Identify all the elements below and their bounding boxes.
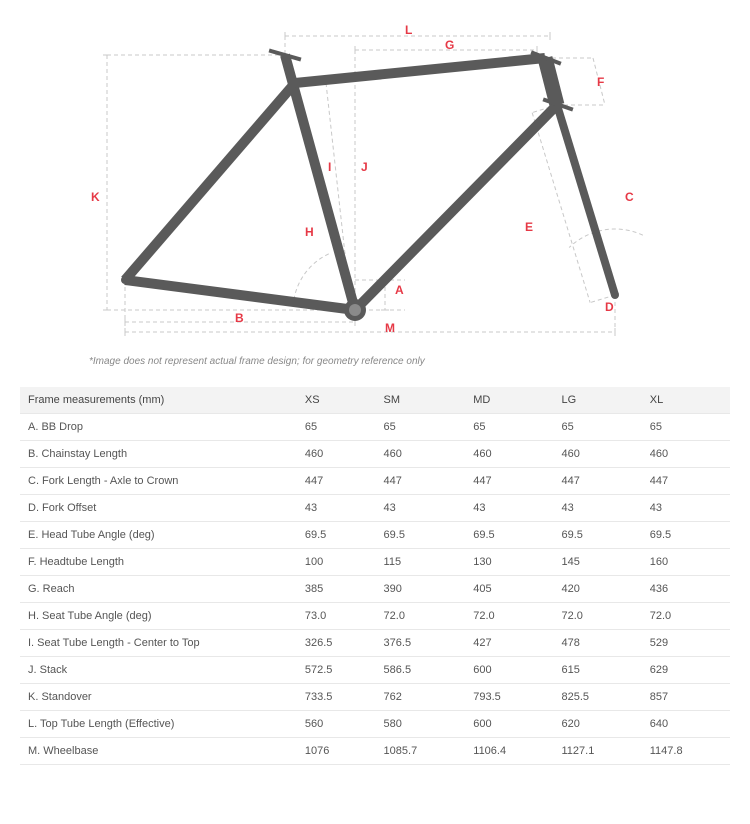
dim-label-H: H xyxy=(305,225,314,239)
dim-label-M: M xyxy=(385,321,395,335)
table-row: M. Wheelbase10761085.71106.41127.11147.8 xyxy=(20,738,730,765)
table-row: G. Reach385390405420436 xyxy=(20,576,730,603)
table-row: B. Chainstay Length460460460460460 xyxy=(20,441,730,468)
dim-label-L: L xyxy=(405,23,412,37)
dim-label-C: C xyxy=(625,190,634,204)
dim-label-E: E xyxy=(525,220,533,234)
dim-label-D: D xyxy=(605,300,614,314)
dim-label-A: A xyxy=(395,283,404,297)
dim-label-F: F xyxy=(597,75,604,89)
table-row: A. BB Drop6565656565 xyxy=(20,414,730,441)
dim-label-K: K xyxy=(91,190,100,204)
diagram-caption: *Image does not represent actual frame d… xyxy=(89,356,665,367)
table-row: C. Fork Length - Axle to Crown4474474474… xyxy=(20,468,730,495)
dim-label-B: B xyxy=(235,311,244,325)
col-size: SM xyxy=(376,387,466,414)
col-size: XL xyxy=(642,387,730,414)
table-row: H. Seat Tube Angle (deg)73.072.072.072.0… xyxy=(20,603,730,630)
table-row: K. Standover733.5762793.5825.5857 xyxy=(20,684,730,711)
col-size: MD xyxy=(465,387,553,414)
col-measurement: Frame measurements (mm) xyxy=(20,387,297,414)
geometry-table: Frame measurements (mm)XSSMMDLGXL A. BB … xyxy=(20,387,730,765)
table-row: F. Headtube Length100115130145160 xyxy=(20,549,730,576)
table-row: J. Stack572.5586.5600615629 xyxy=(20,657,730,684)
table-row: I. Seat Tube Length - Center to Top326.5… xyxy=(20,630,730,657)
table-row: E. Head Tube Angle (deg)69.569.569.569.5… xyxy=(20,522,730,549)
col-size: XS xyxy=(297,387,376,414)
col-size: LG xyxy=(554,387,642,414)
dim-label-J: J xyxy=(361,160,368,174)
table-row: D. Fork Offset4343434343 xyxy=(20,495,730,522)
dim-label-G: G xyxy=(445,38,454,52)
geometry-diagram: A B C D E F G H I J K L M xyxy=(85,20,665,350)
dim-label-I: I xyxy=(328,160,331,174)
table-row: L. Top Tube Length (Effective)5605806006… xyxy=(20,711,730,738)
